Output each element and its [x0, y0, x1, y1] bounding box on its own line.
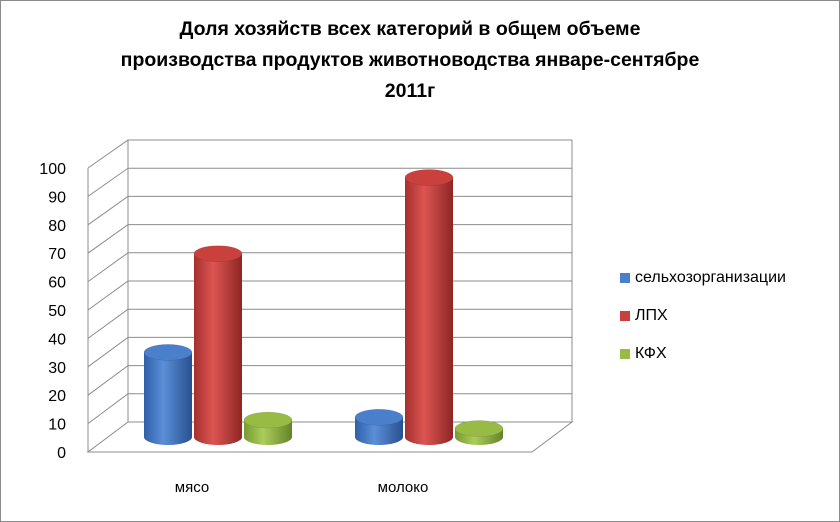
- chart-title-line-1: Доля хозяйств всех категорий в общем объ…: [179, 18, 641, 40]
- chart-title-line-2: производства продуктов животноводства ян…: [120, 49, 700, 71]
- y-tick-label: 90: [48, 189, 66, 206]
- y-tick-label: 60: [48, 275, 66, 292]
- legend-label-series-2: КФХ: [635, 345, 667, 362]
- legend-item-series-0: сельхозорганизации: [614, 268, 834, 288]
- legend-item-series-2: КФХ: [614, 344, 834, 364]
- chart-title: Доля хозяйств всех категорий в общем объ…: [60, 14, 760, 107]
- y-tick-label: 100: [39, 161, 66, 178]
- y-tick-label: 30: [48, 360, 66, 377]
- bar-top: [404, 169, 454, 186]
- x-tick-label: молоко: [378, 479, 429, 496]
- bar: [243, 411, 293, 445]
- x-tick-label: мясо: [175, 479, 209, 496]
- y-tick-label: 20: [48, 388, 66, 405]
- legend-label-series-1: ЛПХ: [635, 307, 668, 324]
- bar: [143, 344, 193, 445]
- bar-top: [354, 409, 404, 426]
- bar-top: [193, 245, 243, 262]
- y-tick-label: 70: [48, 246, 66, 263]
- bar-body: [144, 352, 192, 445]
- bar: [454, 420, 504, 445]
- x-axis-labels: мясо молоко: [175, 479, 429, 496]
- y-tick-label: 50: [48, 303, 66, 320]
- legend-swatch-series-2: [620, 349, 630, 359]
- legend: сельхозорганизации ЛПХ КФХ: [614, 268, 834, 382]
- bar-body: [405, 177, 453, 445]
- y-tick-label: 80: [48, 218, 66, 235]
- bar: [404, 169, 454, 445]
- bar-top: [143, 344, 193, 361]
- bar-top: [243, 411, 293, 429]
- y-tick-label: 40: [48, 331, 66, 348]
- y-tick-label: 10: [48, 417, 66, 434]
- chart-title-line-3: 2011г: [384, 80, 436, 102]
- y-axis-labels: 0 10 20 30 40 50 60 70 80 90 100: [39, 161, 66, 462]
- bar: [193, 245, 243, 445]
- legend-swatch-series-0: [620, 273, 630, 283]
- legend-item-series-1: ЛПХ: [614, 306, 834, 326]
- bar-body: [355, 417, 403, 445]
- bars-layer: [143, 169, 504, 445]
- bar-top: [454, 420, 504, 437]
- bar-body: [194, 253, 242, 445]
- bar: [354, 409, 404, 445]
- y-tick-label: 0: [57, 445, 66, 462]
- legend-swatch-series-1: [620, 311, 630, 321]
- legend-label-series-0: сельхозорганизации: [635, 269, 786, 286]
